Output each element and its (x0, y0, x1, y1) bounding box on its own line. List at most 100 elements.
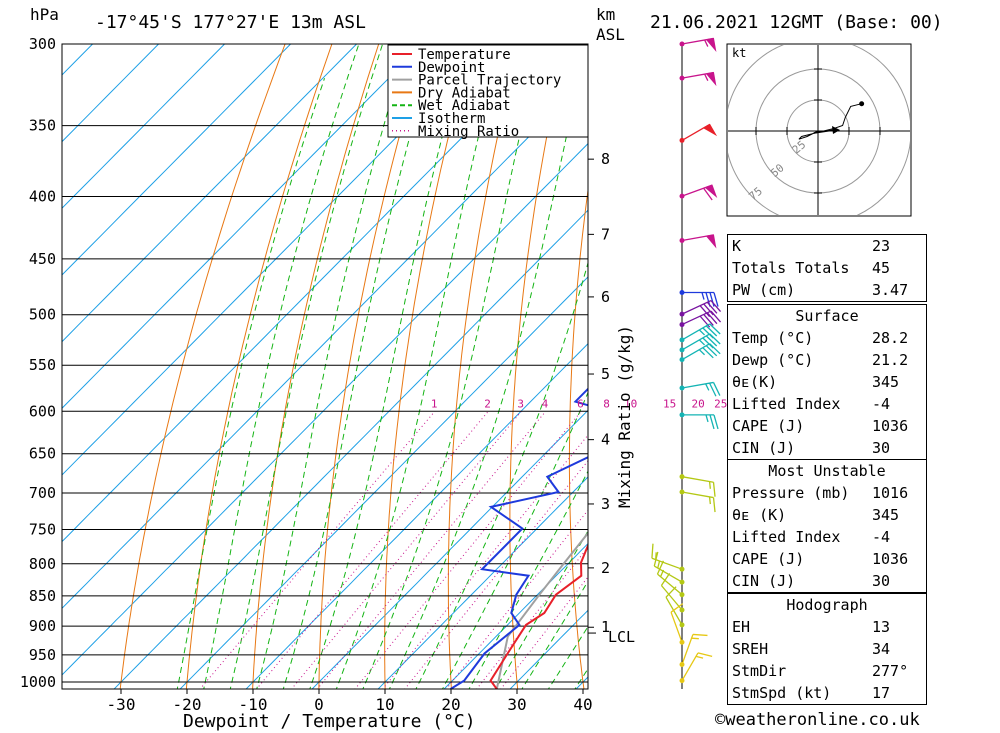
height-tick-label: 5 (601, 365, 610, 383)
wind-barb (653, 551, 685, 585)
wind-barb (679, 489, 716, 513)
barb-station-dot (679, 566, 685, 572)
height-tick-label: 2 (601, 559, 610, 577)
barb-half-feather (691, 637, 699, 640)
pressure-tick-label: 750 (29, 521, 56, 539)
hodograph-row: StmDir 277° (728, 660, 927, 682)
barb-staff (681, 634, 694, 665)
barb-station-dot (679, 337, 685, 343)
x-tick-label: 40 (573, 695, 592, 714)
index-value: 345 (872, 506, 900, 524)
barb-station-dot (679, 489, 685, 495)
height-tick-label: 1 (601, 618, 610, 636)
index-label: K (732, 237, 742, 255)
barb-pennant (702, 123, 718, 137)
barb-staff (681, 299, 712, 315)
barb-feather (692, 633, 708, 637)
wind-barb (679, 412, 719, 430)
barb-half-feather (705, 383, 710, 391)
barb-staff (651, 557, 683, 570)
surface-row: Temp (°C) 28.2 (728, 327, 927, 349)
barb-half-feather (704, 73, 709, 81)
copyright-text[interactable]: ©weatheronline.co.uk (715, 710, 920, 730)
x-tick-label: -20 (173, 695, 202, 714)
barb-pennant (705, 234, 717, 249)
barb-feather (709, 333, 721, 345)
barb-station-dot (679, 474, 685, 480)
barb-half-feather (708, 496, 711, 505)
dry-adiabat-line (940, 7, 1000, 692)
isotherm-line (62, 44, 94, 76)
barb-feather (670, 603, 684, 613)
mixing-ratio-value: 1 (431, 397, 438, 410)
wind-barb (679, 290, 719, 307)
barb-staff (665, 596, 683, 626)
barb-feather (705, 345, 718, 357)
wind-barb (679, 381, 721, 397)
dry-adiabat-line (185, 44, 333, 689)
barb-feather (703, 303, 714, 316)
legend-entry: Isotherm (418, 111, 485, 127)
pressure-tick-label: 700 (29, 484, 56, 502)
barb-feather (697, 652, 713, 658)
barb-station-dot (679, 385, 685, 391)
index-label: Totals Totals (732, 259, 850, 277)
hodograph-title: Hodograph (727, 593, 927, 616)
lcl-label: LCL (608, 628, 635, 646)
most-unstable-row: CIN (J) 30 (728, 570, 927, 593)
wind-barb (679, 333, 721, 353)
wind-barb (679, 310, 722, 328)
isotherm-line (62, 44, 424, 409)
barb-station-dot (679, 347, 685, 353)
height-tick-label: 4 (601, 431, 610, 449)
barb-station-dot (679, 75, 685, 81)
barb-feather (702, 337, 714, 349)
index-value: 34 (872, 640, 891, 658)
wind-barb (656, 560, 685, 598)
pressure-tick-label: 450 (29, 250, 56, 268)
index-label: CIN (J) (732, 439, 796, 457)
barb-station-dot (679, 193, 685, 199)
barb-feather (656, 560, 665, 575)
barb-feather (665, 586, 677, 598)
most-unstable-row: Lifted Index -4 (728, 526, 927, 548)
isotherm-line (62, 44, 292, 276)
barb-station-dot (679, 322, 685, 328)
indices-most-unstable-table: Most Unstable Pressure (mb) 1016 θᴇ (K) 345… (727, 459, 927, 593)
isotherm-line (509, 609, 588, 689)
dry-adiabat-line (252, 44, 380, 689)
barb-station-dot (679, 311, 685, 317)
location-title: -17°45'S 177°27'E 13m ASL (95, 12, 366, 33)
wind-barbs (651, 37, 722, 684)
pressure-tick-label: 400 (29, 187, 56, 205)
barb-station-dot (679, 237, 685, 243)
x-tick-label: 30 (507, 695, 526, 714)
most-unstable-row: CAPE (J) 1036 (728, 548, 927, 570)
barb-station-dot (679, 678, 685, 684)
barb-staff (681, 333, 711, 351)
index-label: Lifted Index (732, 528, 841, 546)
storm-motion-arrow (832, 126, 840, 134)
barb-feather (710, 310, 722, 323)
pressure-tick-label: 1000 (20, 673, 56, 691)
x-axis-label: Dewpoint / Temperature (°C) (183, 711, 476, 732)
barb-station-dot (679, 662, 685, 668)
barb-staff (681, 323, 711, 341)
index-value: 45 (872, 259, 891, 277)
barb-feather (706, 301, 718, 314)
barb-feather (713, 414, 719, 430)
index-value: 30 (872, 439, 891, 457)
dry-adiabat-line (987, 7, 1000, 692)
wind-barb (679, 71, 717, 87)
barb-feather (705, 335, 718, 347)
pressure-unit-label: hPa (30, 5, 59, 24)
index-label: SREH (732, 640, 769, 658)
wet-adiabat-line (521, 580, 588, 689)
barb-staff (681, 476, 714, 483)
barb-staff (681, 491, 714, 499)
wind-barb (670, 603, 685, 645)
index-value: 1036 (872, 550, 909, 568)
wind-barb (679, 633, 708, 668)
surface-row: CAPE (J) 1036 (728, 415, 927, 437)
barb-half-feather (705, 414, 709, 423)
